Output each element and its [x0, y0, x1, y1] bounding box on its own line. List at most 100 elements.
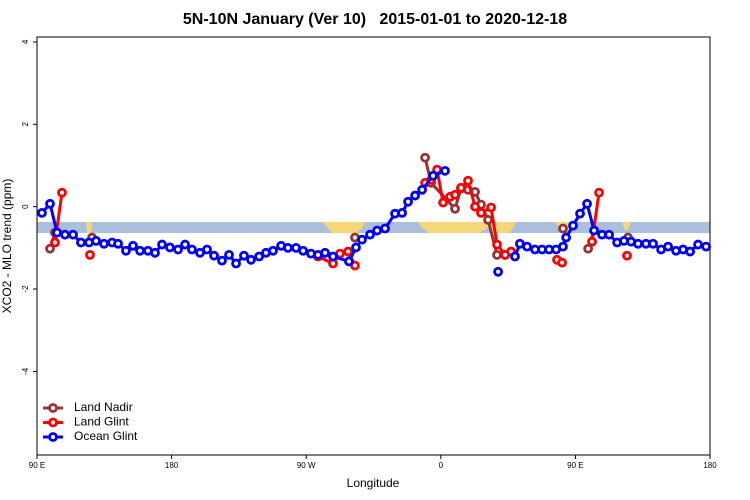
data-point [557, 257, 567, 268]
data-point [268, 245, 278, 256]
data-point [246, 254, 256, 265]
data-point [91, 235, 101, 246]
y-axis-label: XCO2 - MLO trend (ppm) [0, 179, 14, 314]
data-point [463, 175, 473, 186]
data-point [568, 220, 578, 231]
legend-label: Ocean Glint [74, 429, 138, 443]
data-point [589, 225, 599, 236]
plot-frame [36, 36, 711, 456]
data-point [254, 251, 264, 262]
data-point [157, 239, 167, 250]
data-point [663, 241, 674, 252]
data-point [685, 246, 696, 257]
legend-marker [48, 417, 58, 428]
data-point [622, 250, 632, 261]
x-tick-label: 90 E [567, 461, 583, 470]
chart-title: 5N-10N January (Ver 10) 2015-01-01 to 20… [183, 11, 567, 28]
data-point [594, 187, 604, 198]
data-point [633, 238, 643, 249]
data-point [344, 256, 354, 267]
y-tick-label: -4 [21, 367, 30, 375]
data-point [76, 237, 86, 248]
data-point [648, 238, 658, 249]
data-point [45, 243, 55, 254]
data-point [417, 184, 428, 195]
data-point [604, 229, 614, 240]
data-point [50, 237, 60, 248]
data-point [492, 249, 502, 260]
data-point [57, 187, 67, 198]
y-tick-label: 2 [21, 122, 30, 127]
data-point [582, 198, 592, 209]
data-point [68, 229, 78, 240]
data-point [45, 198, 55, 209]
data-point [150, 247, 160, 258]
data-point [121, 245, 131, 256]
data-point [37, 207, 47, 218]
data-point [231, 258, 241, 269]
data-point [561, 232, 572, 243]
data-point [372, 225, 382, 236]
data-point [470, 201, 480, 212]
data-point [510, 251, 520, 262]
data-point [283, 242, 293, 253]
x-tick-label: 90 W [297, 461, 316, 470]
y-tick-label: -2 [21, 285, 30, 293]
data-point [165, 242, 175, 253]
x-axis-label: Longitude [347, 476, 400, 490]
x-tick-label: 180 [703, 461, 717, 470]
y-tick-label: 0 [21, 204, 30, 209]
legend-marker [48, 403, 58, 413]
data-point [343, 246, 353, 257]
data-point [410, 190, 420, 201]
data-point [365, 229, 375, 240]
data-point [493, 266, 503, 277]
data-point [492, 239, 502, 250]
data-point [438, 197, 448, 208]
data-point [522, 241, 532, 252]
data-point [440, 165, 450, 176]
data-point [217, 255, 227, 266]
legend-marker [48, 432, 58, 442]
data-point [403, 196, 413, 207]
y-tick-label: 4 [21, 39, 30, 44]
series-line [40, 169, 446, 266]
data-point [380, 223, 390, 234]
data-point [397, 207, 407, 218]
data-point [583, 243, 594, 254]
data-point [483, 214, 493, 225]
data-point [187, 244, 197, 255]
data-point [60, 229, 70, 240]
data-point [128, 240, 138, 251]
legend-label: Land Glint [74, 415, 129, 429]
data-point [85, 249, 95, 260]
x-tick-label: 0 [439, 461, 444, 470]
data-point [420, 152, 430, 163]
data-point [202, 244, 212, 255]
data-point [558, 223, 568, 234]
data-point [173, 244, 183, 255]
data-point [450, 203, 460, 214]
data-point [328, 251, 338, 262]
data-point [113, 238, 123, 249]
data-point [135, 245, 145, 256]
data-point [575, 208, 585, 219]
data-point [320, 247, 330, 258]
data-point [558, 241, 568, 252]
data-point [99, 238, 109, 249]
data-point [456, 182, 466, 193]
data-point [428, 170, 438, 181]
data-point [351, 242, 361, 253]
data-point [180, 239, 190, 250]
data-point [209, 250, 219, 261]
data-point [357, 234, 367, 245]
data-point [587, 236, 597, 247]
data-point [476, 207, 486, 218]
data-point [693, 239, 703, 250]
legend-label: Land Nadir [74, 400, 133, 414]
data-point [52, 227, 62, 238]
x-tick-label: 90 E [29, 461, 45, 470]
data-point [298, 245, 308, 256]
x-tick-label: 180 [165, 461, 179, 470]
